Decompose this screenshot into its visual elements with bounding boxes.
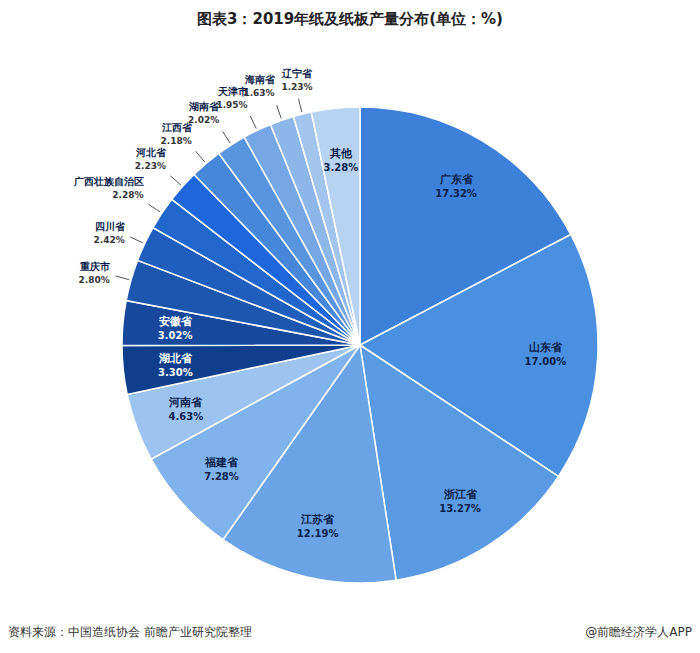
svg-text:1.23%: 1.23% [281, 82, 312, 92]
svg-text:浙江省: 浙江省 [443, 488, 478, 501]
svg-text:17.32%: 17.32% [435, 188, 477, 199]
svg-text:河南省: 河南省 [168, 396, 203, 409]
svg-text:3.30%: 3.30% [158, 367, 193, 378]
html-text:资料来源：中国造纸协会 前瞻产业研究院整理: 资料来源：中国造纸协会 前瞻产业研究院整理 [8, 625, 252, 639]
svg-text:河北省: 河北省 [135, 147, 167, 158]
svg-text:安徽省: 安徽省 [159, 315, 193, 328]
svg-text:12.19%: 12.19% [297, 528, 339, 539]
svg-text:山东省: 山东省 [529, 341, 563, 354]
svg-text:3.02%: 3.02% [158, 330, 193, 341]
svg-text:湖北省: 湖北省 [158, 352, 193, 365]
svg-text:福建省: 福建省 [204, 456, 239, 469]
svg-text:其他: 其他 [329, 147, 353, 160]
svg-text:2.42%: 2.42% [93, 235, 124, 245]
html-text:图表3：2019年纸及纸板产量分布(单位：%): 图表3：2019年纸及纸板产量分布(单位：%) [197, 10, 503, 28]
svg-text:2.02%: 2.02% [188, 115, 219, 125]
svg-text:江苏省: 江苏省 [300, 513, 335, 526]
svg-text:3.28%: 3.28% [324, 162, 359, 173]
svg-text:1.95%: 1.95% [216, 100, 247, 110]
html-text:@前瞻经济学人APP: @前瞻经济学人APP [585, 625, 692, 639]
svg-text:四川省: 四川省 [95, 221, 126, 232]
svg-text:广东省: 广东省 [439, 173, 474, 186]
svg-text:重庆市: 重庆市 [79, 261, 110, 272]
svg-text:天津市: 天津市 [217, 85, 248, 97]
svg-text:1.63%: 1.63% [243, 88, 274, 98]
svg-text:2.80%: 2.80% [79, 275, 110, 285]
svg-text:7.28%: 7.28% [204, 471, 239, 482]
svg-text:13.27%: 13.27% [439, 503, 481, 514]
svg-text:江西省: 江西省 [161, 121, 192, 133]
svg-text:2.18%: 2.18% [161, 136, 192, 146]
svg-text:辽宁省: 辽宁省 [281, 68, 313, 79]
svg-text:广西壮族自治区: 广西壮族自治区 [73, 176, 144, 187]
svg-text:4.63%: 4.63% [169, 411, 204, 422]
svg-text:海南省: 海南省 [244, 74, 276, 85]
svg-text:17.00%: 17.00% [525, 356, 567, 367]
svg-text:湖南省: 湖南省 [189, 101, 220, 113]
svg-text:2.28%: 2.28% [112, 190, 143, 200]
svg-text:2.23%: 2.23% [135, 161, 166, 171]
